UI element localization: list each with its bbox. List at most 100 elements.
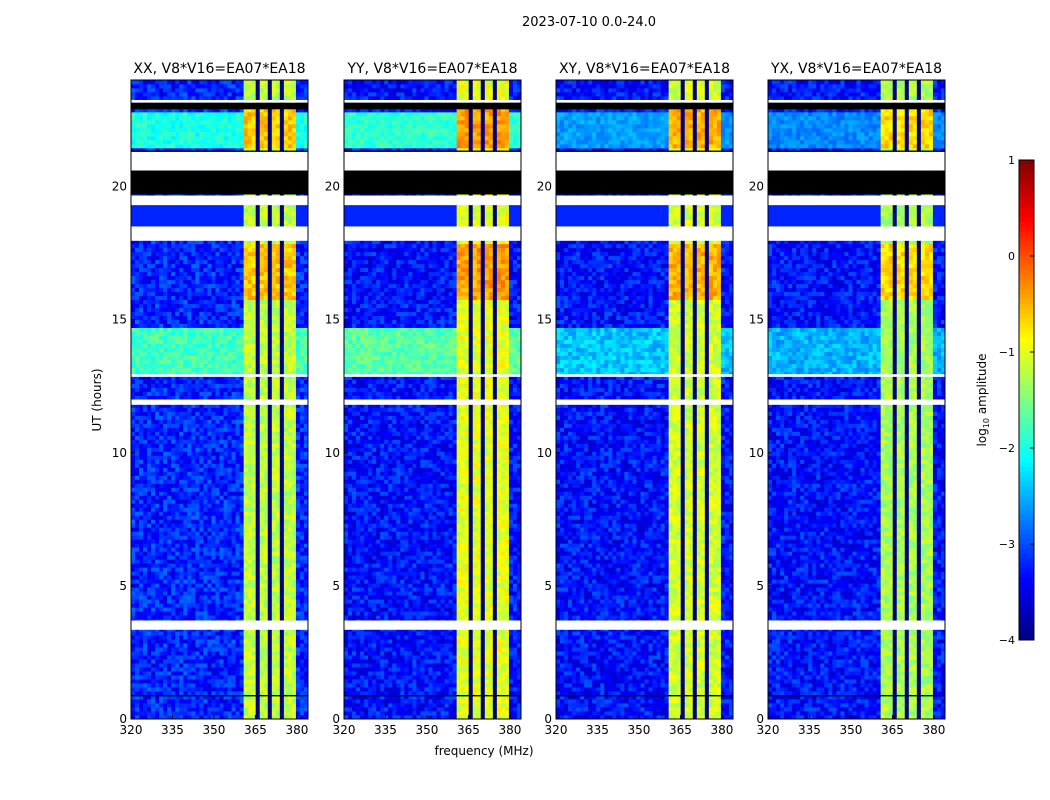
heatmap-cell: [175, 519, 180, 524]
heatmap-cell: [187, 655, 192, 660]
heatmap-cell: [279, 563, 285, 568]
heatmap-cell: [235, 331, 241, 336]
heatmap-cell: [255, 395, 261, 400]
heatmap-cell: [147, 615, 152, 620]
heatmap-cell: [143, 643, 148, 648]
heatmap-cell: [291, 651, 297, 656]
heatmap-cell: [159, 667, 164, 672]
heatmap-cell: [187, 647, 192, 652]
heatmap-cell: [159, 715, 164, 720]
heatmap-cell: [175, 295, 180, 301]
heatmap-cell: [171, 643, 176, 648]
heatmap-cell: [203, 375, 208, 380]
heatmap-cell: [215, 363, 220, 368]
heatmap-cell: [163, 291, 168, 297]
heatmap-cell: [219, 423, 224, 428]
heatmap-cell: [183, 367, 188, 372]
heatmap-cell: [235, 471, 241, 476]
heatmap-cell: [175, 699, 180, 704]
heatmap-cell: [143, 675, 148, 680]
heatmap-cell: [295, 495, 301, 500]
heatmap-cell: [287, 579, 293, 584]
heatmap-cell: [203, 531, 208, 536]
heatmap-cell: [163, 575, 168, 580]
heatmap-cell: [215, 523, 220, 528]
heatmap-cell: [279, 659, 285, 664]
heatmap-cell: [139, 263, 144, 269]
heatmap-cell: [199, 647, 204, 652]
heatmap-cell: [199, 527, 204, 532]
heatmap-cell: [283, 595, 289, 600]
heatmap-cell: [299, 283, 305, 289]
heatmap-cell: [155, 403, 160, 408]
heatmap-cell: [247, 331, 253, 336]
heatmap-cell: [295, 555, 301, 560]
heatmap-cell: [235, 583, 241, 588]
heatmap-cell: [175, 495, 180, 500]
heatmap-cell: [255, 683, 261, 688]
heatmap-cell: [227, 387, 232, 392]
heatmap-cell: [135, 295, 140, 301]
heatmap-cell: [223, 559, 228, 564]
heatmap-cell: [263, 447, 269, 452]
heatmap-cell: [135, 539, 140, 544]
heatmap-cell: [199, 391, 204, 396]
heatmap-cell: [155, 263, 160, 269]
heatmap-cell: [151, 599, 156, 604]
heatmap-cell: [231, 479, 236, 484]
heatmap-cell: [287, 351, 293, 356]
heatmap-cell: [299, 451, 305, 456]
heatmap-cell: [287, 559, 293, 564]
heatmap-cell: [259, 583, 265, 588]
heatmap-cell: [167, 531, 172, 536]
heatmap-cell: [195, 435, 200, 440]
heatmap-cell: [179, 635, 184, 640]
heatmap-cell: [171, 715, 176, 720]
heatmap-cell: [287, 423, 293, 428]
heatmap-cell: [211, 463, 216, 468]
heatmap-cell: [271, 475, 277, 480]
heatmap-cell: [251, 655, 257, 660]
heatmap-cell: [263, 679, 269, 684]
heatmap-cell: [211, 679, 216, 684]
heatmap-cell: [163, 339, 168, 344]
heatmap-cell: [131, 323, 136, 329]
heatmap-cell: [131, 495, 136, 500]
heatmap-cell: [191, 475, 196, 480]
heatmap-cell: [171, 367, 176, 372]
heatmap-cell: [275, 715, 281, 720]
heatmap-cell: [215, 475, 220, 480]
heatmap-cell: [263, 375, 269, 380]
heatmap-cell: [271, 315, 277, 321]
heatmap-cell: [275, 615, 281, 620]
heatmap-cell: [151, 527, 156, 532]
heatmap-cell: [227, 279, 232, 285]
heatmap-cell: [195, 459, 200, 464]
heatmap-cell: [255, 543, 261, 548]
heatmap-cell: [259, 531, 265, 536]
heatmap-cell: [235, 395, 241, 400]
heatmap-cell: [147, 303, 152, 309]
heatmap-cell: [259, 451, 265, 456]
heatmap-cell: [179, 435, 184, 440]
heatmap-cell: [163, 503, 168, 508]
heatmap-cell: [147, 319, 152, 325]
heatmap-cell: [291, 351, 297, 356]
heatmap-cell: [135, 443, 140, 448]
heatmap-cell: [175, 391, 180, 396]
heatmap-cell: [303, 439, 309, 444]
heatmap-cell: [207, 407, 212, 412]
heatmap-cell: [191, 595, 196, 600]
heatmap-cell: [159, 615, 164, 620]
heatmap-cell: [271, 403, 277, 408]
heatmap-cell: [231, 311, 236, 317]
heatmap-cell: [159, 419, 164, 424]
heatmap-cell: [171, 575, 176, 580]
heatmap-cell: [143, 571, 148, 576]
heatmap-cell: [275, 491, 281, 496]
heatmap-cell: [235, 287, 241, 293]
heatmap-cell: [291, 407, 297, 412]
heatmap-cell: [135, 439, 140, 444]
heatmap-cell: [291, 475, 297, 480]
heatmap-cell: [231, 347, 236, 352]
